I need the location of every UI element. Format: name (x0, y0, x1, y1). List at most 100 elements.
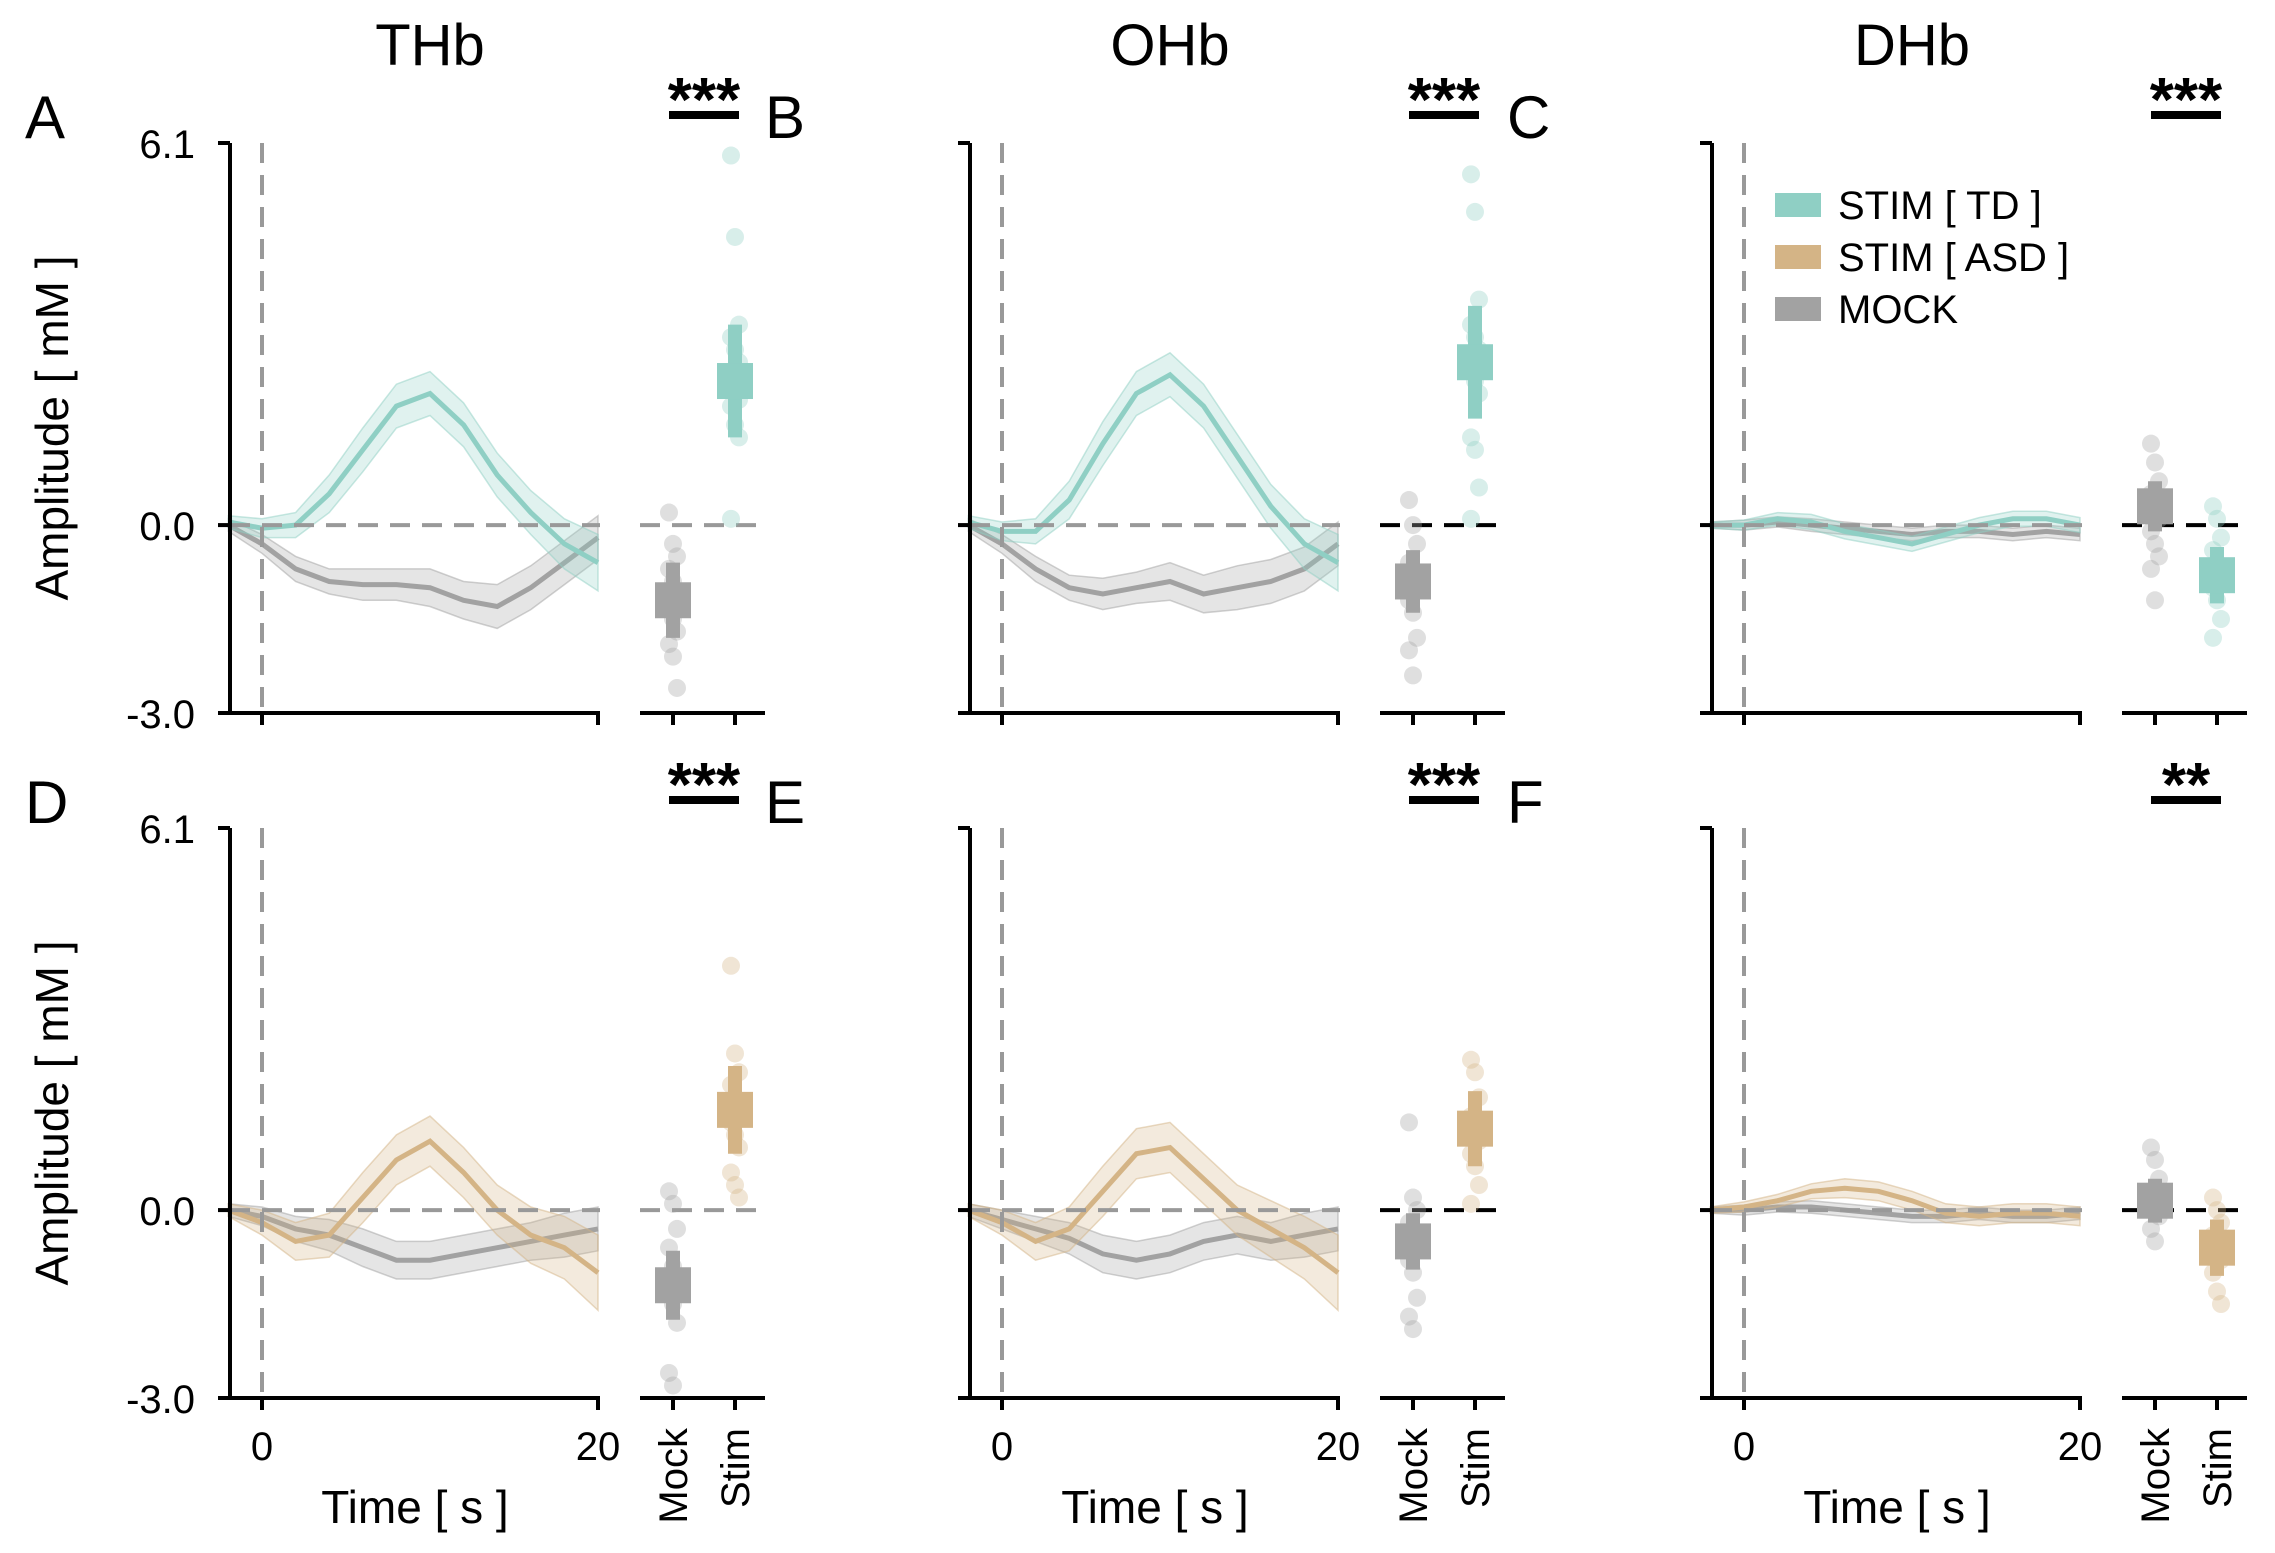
mock-subject-point (1404, 516, 1422, 535)
y-tick-label: -3.0 (126, 1378, 195, 1422)
x-axis-label: Time [ s ] (1803, 1481, 1990, 1533)
x-tick-label: 0 (1733, 1425, 1755, 1469)
stim-subject-point (722, 509, 740, 528)
significance-stars: *** (1408, 66, 1481, 135)
group-tick-label: Stim (714, 1428, 758, 1508)
mock-subject-point (660, 635, 678, 654)
panel-letter: E (765, 769, 805, 836)
stim-subject-point (2204, 628, 2222, 647)
x-tick-label: 20 (576, 1425, 621, 1469)
stim-subject-point (726, 1176, 744, 1195)
mock-mean-marker (1395, 1223, 1431, 1260)
column-title: DHb (1854, 13, 1970, 78)
stim-mean-marker (1457, 344, 1493, 381)
stim-subject-point (2208, 509, 2226, 528)
stim-mean-marker (2199, 557, 2235, 594)
significance-stars: *** (668, 751, 741, 820)
stim-mean-line (967, 1144, 1340, 1275)
mock-subject-point (660, 1182, 678, 1201)
mock-subject-point (2146, 453, 2164, 472)
stim-subject-point (2212, 528, 2230, 547)
stim-sem-band (967, 351, 1339, 593)
mock-subject-point (2150, 547, 2168, 566)
x-tick-label: 20 (1316, 1425, 1361, 1469)
stim-subject-point (2212, 610, 2230, 629)
panel-letter: A (25, 84, 65, 151)
stim-subject-point (1470, 290, 1488, 309)
stim-subject-point (726, 227, 744, 246)
stim-subject-point (1470, 478, 1488, 497)
mock-mean-line (967, 522, 1340, 597)
stim-subject-point (722, 1163, 740, 1182)
mock-subject-point (1400, 1307, 1418, 1326)
x-axis-label: Time [ s ] (1061, 1481, 1248, 1533)
panel-d: D 6.1 0.0 -3.0 0 20 Time [ s ] Amplitude [ mM ]… (25, 751, 765, 1533)
column-title: OHb (1110, 13, 1229, 78)
column-title: THb (375, 13, 485, 78)
stim-mean-line (227, 390, 600, 565)
mock-subject-point (1400, 641, 1418, 660)
y-axis-label: Amplitude [ mM ] (26, 940, 78, 1285)
mock-subject-point (2142, 559, 2160, 578)
stim-subject-point (1462, 1050, 1480, 1069)
mock-mean-marker (1395, 563, 1431, 600)
mock-subject-point (1404, 666, 1422, 685)
x-tick-label: 0 (251, 1425, 273, 1469)
mock-subject-point (664, 647, 682, 666)
y-tick-label: 6.1 (139, 808, 195, 852)
legend-swatch (1775, 297, 1821, 321)
stim-mean-marker (2199, 1229, 2235, 1266)
mock-subject-point (1408, 628, 1426, 647)
mock-mean-marker (655, 1267, 691, 1304)
stim-sem-band (227, 1115, 599, 1313)
mock-subject-point (664, 1194, 682, 1213)
mock-subject-point (1400, 1113, 1418, 1132)
legend-label: MOCK (1838, 288, 1958, 332)
panel-f: F 0 20 Time [ s ] Mock Stim ** (1507, 751, 2247, 1533)
mock-mean-marker (2137, 1182, 2173, 1219)
stim-subject-point (2208, 1282, 2226, 1301)
stim-subject-point (722, 146, 740, 165)
stim-mean-marker (1457, 1110, 1493, 1147)
group-tick-label: Mock (2134, 1427, 2178, 1524)
mock-subject-point (664, 1376, 682, 1395)
panel-a: A THb 6.1 0.0 -3.0 Amplitude [ mM ] *** (25, 13, 765, 737)
y-axis-label: Amplitude [ mM ] (26, 255, 78, 600)
mock-subject-point (668, 1219, 686, 1238)
panel-c: C DHb *** (1507, 13, 2247, 725)
panel-letter: B (765, 84, 805, 151)
stim-subject-point (2208, 1201, 2226, 1220)
mock-subject-point (668, 547, 686, 566)
mock-subject-point (664, 534, 682, 553)
stim-mean-marker (717, 1091, 753, 1128)
legend-label: STIM [ ASD ] (1838, 236, 2069, 280)
panel-b: B OHb *** (765, 13, 1505, 725)
mock-subject-point (2146, 1150, 2164, 1169)
stim-sem-band (967, 1121, 1339, 1313)
significance-stars: *** (2150, 66, 2223, 135)
panel-letter: C (1507, 84, 1550, 151)
y-tick-label: 6.1 (139, 123, 195, 167)
stim-subject-point (1462, 509, 1480, 528)
panel-e: E 0 20 Time [ s ] Mock Stim *** (765, 751, 1505, 1533)
stim-subject-point (726, 1044, 744, 1063)
mock-subject-point (2142, 1219, 2160, 1238)
x-tick-label: 20 (2058, 1425, 2103, 1469)
stim-subject-point (1462, 428, 1480, 447)
legend: STIM [ TD ] STIM [ ASD ] MOCK (1775, 184, 2069, 332)
mock-subject-point (2146, 591, 2164, 610)
mock-subject-point (2146, 534, 2164, 553)
mock-mean-line (227, 522, 600, 610)
x-axis-label: Time [ s ] (321, 1481, 508, 1533)
mock-subject-point (668, 678, 686, 697)
mock-subject-point (660, 1363, 678, 1382)
stim-subject-point (722, 956, 740, 975)
stim-subject-point (2212, 1295, 2230, 1314)
mock-subject-point (1408, 1288, 1426, 1307)
panel-letter: D (25, 769, 68, 836)
stim-mean-marker (717, 363, 753, 400)
y-tick-label: 0.0 (139, 505, 195, 549)
mock-subject-point (1404, 1188, 1422, 1207)
stim-mean-line (1710, 516, 2081, 547)
